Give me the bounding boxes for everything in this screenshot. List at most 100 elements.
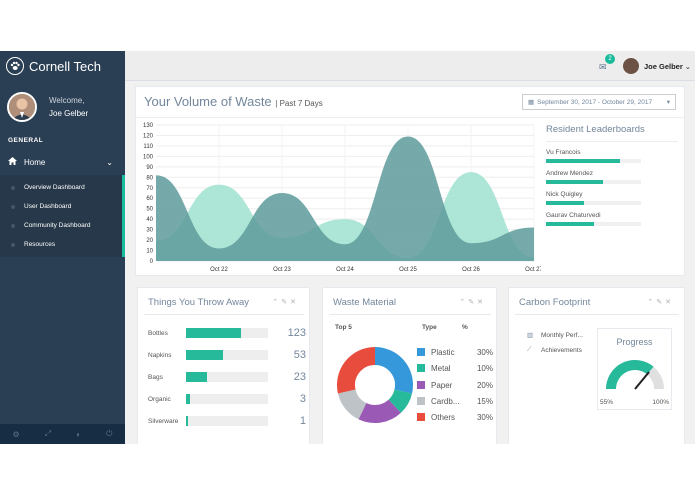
fullscreen-icon[interactable]: ⤢ xyxy=(44,429,52,438)
settings-icon[interactable]: ⚙ xyxy=(12,429,20,439)
paw-logo-icon xyxy=(6,57,24,75)
avatar[interactable] xyxy=(7,92,37,122)
y-tick-label: 130 xyxy=(143,123,154,129)
leaderboard-bar-fill xyxy=(546,222,594,226)
donut-slice xyxy=(388,388,413,413)
close-icon[interactable]: ✕ xyxy=(290,299,299,306)
panel-tools: ⌃✎✕ xyxy=(272,298,299,306)
col-header-top: Top 5 xyxy=(335,324,352,331)
col-header-pct: % xyxy=(462,324,468,331)
waste-legend-row: Cardb... 15% xyxy=(417,396,493,406)
collapse-icon[interactable]: ⌃ xyxy=(459,299,469,306)
y-tick-label: 20 xyxy=(146,238,153,244)
leaderboard-name: Gaurav Chaturvedi xyxy=(546,212,601,219)
legend-swatch xyxy=(417,413,425,421)
throw-row: Bottles 123 xyxy=(148,327,306,339)
throw-label: Silverware xyxy=(148,417,179,425)
caret-down-icon: ▾ xyxy=(666,99,670,106)
leaderboard-name: Andrew Mendez xyxy=(546,170,593,177)
legend-label: Plastic xyxy=(431,347,455,357)
y-tick-label: 50 xyxy=(146,207,153,213)
sidebar-item-overview-dashboard[interactable]: Overview Dashboard xyxy=(0,178,122,197)
throw-label: Napkins xyxy=(148,351,172,359)
throw-count: 23 xyxy=(293,371,306,383)
close-icon[interactable]: ✕ xyxy=(665,299,674,306)
panel-title: Waste Material xyxy=(333,297,396,308)
x-tick-label: Oct 23 xyxy=(273,267,291,273)
gauge-fill xyxy=(606,360,654,390)
wrench-icon[interactable]: ✎ xyxy=(656,299,666,306)
throw-label: Bags xyxy=(148,373,163,381)
chevron-down-icon: ⌄ xyxy=(684,61,692,71)
throw-count: 3 xyxy=(299,393,306,405)
leaderboard-entry: Gaurav Chaturvedi xyxy=(546,212,678,226)
y-tick-label: 30 xyxy=(146,228,153,234)
throw-count: 1 xyxy=(299,415,306,427)
leaderboard-entry: Vu Francois xyxy=(546,149,678,163)
donut-slice xyxy=(374,347,413,394)
calendar-icon: ▦ xyxy=(528,99,535,106)
volume-title: Your Volume of Waste xyxy=(144,94,272,109)
throw-label: Organic xyxy=(148,395,171,403)
series-area xyxy=(156,136,534,261)
sidebar: Cornell Tech Welcome, Joe Gelber GENERAL… xyxy=(0,51,125,444)
carbon-link-monthly[interactable]: ▥ Monthly Perf... xyxy=(527,331,583,340)
throw-row: Organic 3 xyxy=(148,393,306,405)
x-tick-label: Oct 26 xyxy=(462,267,480,273)
throw-count: 123 xyxy=(287,327,306,339)
throw-away-panel: Things You Throw Away ⌃✎✕ Bottles 123 Na… xyxy=(137,287,310,444)
throw-row: Napkins 53 xyxy=(148,349,306,361)
legend-pct: 30% xyxy=(476,412,493,422)
y-tick-label: 120 xyxy=(143,133,154,139)
notification-badge: 2 xyxy=(605,54,615,64)
throw-bar-fill xyxy=(186,328,241,338)
close-icon[interactable]: ✕ xyxy=(477,299,486,306)
throw-bar xyxy=(186,328,268,338)
user-name: Joe Gelber xyxy=(644,61,683,71)
leaderboard-bar xyxy=(546,159,641,163)
y-tick-label: 100 xyxy=(143,154,154,160)
throw-bar-fill xyxy=(186,372,207,382)
progress-card: Progress 55% 100% xyxy=(597,328,672,410)
brand[interactable]: Cornell Tech xyxy=(0,51,125,81)
legend-swatch xyxy=(417,381,425,389)
dashboard-app: Cornell Tech Welcome, Joe Gelber GENERAL… xyxy=(0,51,695,444)
legend-pct: 20% xyxy=(476,380,493,390)
gauge-min: 55% xyxy=(600,399,614,406)
profile-name: Joe Gelber xyxy=(49,109,89,118)
chevron-down-icon: ⌄ xyxy=(106,157,113,167)
sidebar-item-resources[interactable]: Resources xyxy=(0,235,122,254)
sidebar-item-home[interactable]: Home ⌄ xyxy=(0,151,125,173)
throw-label: Bottles xyxy=(148,329,168,337)
throw-bar xyxy=(186,416,268,426)
donut-slice xyxy=(358,399,401,423)
logout-icon[interactable]: ⏻ xyxy=(106,429,113,438)
wrench-icon[interactable]: ✎ xyxy=(281,299,291,306)
y-tick-label: 70 xyxy=(146,186,153,192)
sidebar-item-user-dashboard[interactable]: User Dashboard xyxy=(0,197,122,216)
leaderboard-entry: Nick Quigley xyxy=(546,191,678,205)
y-tick-label: 0 xyxy=(150,259,154,265)
collapse-icon[interactable]: ⌃ xyxy=(272,299,282,306)
lock-icon[interactable]: ◐ xyxy=(76,429,82,439)
panel-tools: ⌃✎✕ xyxy=(459,298,486,306)
date-range-picker[interactable]: ▦ September 30, 2017 - October 29, 2017 … xyxy=(522,94,676,110)
waste-legend-row: Paper 20% xyxy=(417,380,493,390)
divider xyxy=(515,314,679,315)
leaderboard-entry: Andrew Mendez xyxy=(546,170,678,184)
throw-bar-fill xyxy=(186,394,191,404)
collapse-icon[interactable]: ⌃ xyxy=(647,299,657,306)
y-tick-label: 60 xyxy=(146,196,153,202)
divider xyxy=(144,314,304,315)
waste-material-panel: Waste Material ⌃✎✕ Top 5 Type % Plastic … xyxy=(322,287,497,444)
wrench-icon[interactable]: ✎ xyxy=(468,299,478,306)
sidebar-item-community-dashboard[interactable]: Community Dashboard xyxy=(0,216,122,235)
section-label: GENERAL xyxy=(8,137,44,144)
legend-pct: 15% xyxy=(476,396,493,406)
progress-title: Progress xyxy=(616,337,653,347)
waste-area-chart: 0 10 20 30 40 50 60 70 80 90 100 110 120 130 Oct 22 Oct… xyxy=(143,123,541,273)
envelope-icon[interactable]: ✉ xyxy=(599,62,607,72)
carbon-link-achievements[interactable]: ⟋ Achievements xyxy=(527,346,582,354)
user-menu[interactable]: Joe Gelber ⌄ xyxy=(623,58,691,74)
page-title: Your Volume of Waste | Past 7 Days xyxy=(144,94,323,109)
